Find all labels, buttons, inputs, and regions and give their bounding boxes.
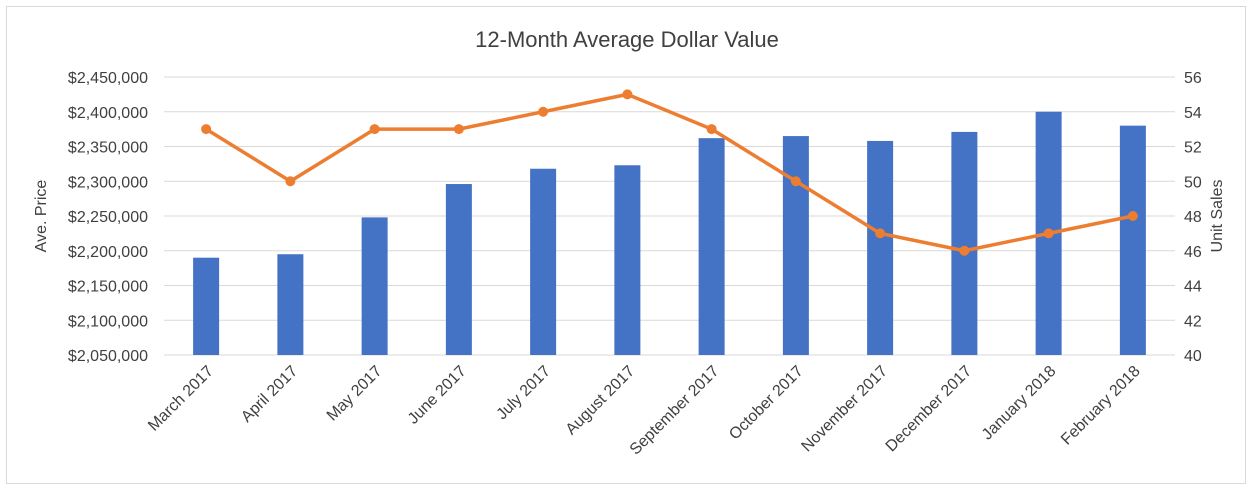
right-tick-label: 56 bbox=[1184, 70, 1202, 87]
category-label: May 2017 bbox=[324, 363, 386, 425]
line-point bbox=[369, 124, 380, 135]
category-label: January 2018 bbox=[979, 363, 1060, 444]
left-axis-label: Ave. Price bbox=[33, 180, 50, 253]
category-label: June 2017 bbox=[405, 363, 470, 428]
line-point bbox=[1043, 228, 1054, 239]
left-tick-label: $2,450,000 bbox=[68, 70, 148, 87]
right-tick-label: 40 bbox=[1184, 348, 1202, 365]
right-tick-label: 50 bbox=[1184, 174, 1202, 191]
line-point bbox=[959, 245, 970, 256]
gridlines bbox=[164, 76, 1175, 356]
right-tick-label: 48 bbox=[1184, 209, 1202, 226]
bar bbox=[193, 257, 220, 355]
left-tick-label: $2,050,000 bbox=[68, 348, 148, 365]
left-tick-label: $2,350,000 bbox=[68, 140, 148, 157]
left-tick-label: $2,100,000 bbox=[68, 313, 148, 330]
bar bbox=[361, 217, 388, 355]
category-axis-labels: March 2017 April 2017 May 2017 June 2017 Jul… bbox=[145, 363, 1144, 459]
bar-series bbox=[193, 111, 1146, 356]
line-point bbox=[538, 106, 549, 117]
chart-title: 12-Month Average Dollar Value bbox=[475, 27, 779, 52]
left-tick-label: $2,150,000 bbox=[68, 279, 148, 296]
category-label: July 2017 bbox=[493, 363, 554, 424]
bar bbox=[782, 136, 809, 355]
bar bbox=[867, 140, 894, 355]
line-point bbox=[201, 124, 212, 135]
line-point bbox=[622, 89, 633, 100]
left-tick-label: $2,400,000 bbox=[68, 105, 148, 122]
right-tick-label: 46 bbox=[1184, 244, 1202, 261]
right-axis-label: Unit Sales bbox=[1209, 180, 1226, 253]
category-label: August 2017 bbox=[563, 363, 639, 439]
line-point bbox=[706, 124, 717, 135]
line-point bbox=[453, 124, 464, 135]
bar bbox=[1119, 125, 1146, 356]
bar bbox=[530, 168, 557, 355]
right-tick-label: 44 bbox=[1184, 279, 1202, 296]
category-label: March 2017 bbox=[145, 363, 217, 435]
category-label: October 2017 bbox=[726, 363, 807, 444]
bar bbox=[951, 131, 978, 355]
left-axis-ticks: $2,050,000 $2,100,000 $2,150,000 $2,200,000… bbox=[68, 70, 148, 365]
category-label: September 2017 bbox=[627, 363, 723, 459]
category-label: February 2018 bbox=[1058, 363, 1144, 449]
bar bbox=[698, 138, 725, 355]
right-tick-label: 52 bbox=[1184, 140, 1202, 157]
left-tick-label: $2,250,000 bbox=[68, 209, 148, 226]
bar bbox=[277, 254, 304, 355]
line-point bbox=[285, 176, 296, 187]
line-point bbox=[790, 176, 801, 187]
right-tick-label: 54 bbox=[1184, 105, 1202, 122]
category-label: April 2017 bbox=[238, 363, 301, 426]
left-tick-label: $2,300,000 bbox=[68, 174, 148, 191]
unit-sales-line bbox=[205, 92, 1134, 253]
right-axis-ticks: 40 42 44 46 48 50 52 54 56 bbox=[1184, 70, 1202, 365]
category-label: November 2017 bbox=[798, 363, 891, 456]
right-tick-label: 42 bbox=[1184, 313, 1202, 330]
line-series bbox=[201, 89, 1138, 256]
left-tick-label: $2,200,000 bbox=[68, 244, 148, 261]
line-point bbox=[875, 228, 886, 239]
bar bbox=[445, 184, 472, 355]
line-point bbox=[1127, 211, 1138, 221]
category-label: December 2017 bbox=[883, 363, 976, 456]
bar bbox=[614, 165, 641, 355]
